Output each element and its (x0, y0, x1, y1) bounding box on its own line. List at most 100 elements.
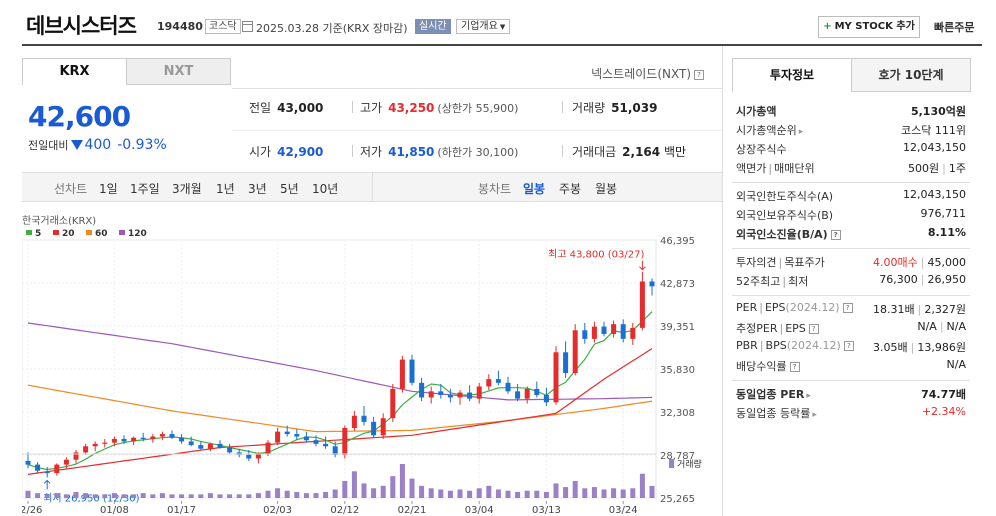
candle-body (169, 434, 175, 438)
panel-divider (722, 46, 723, 516)
period-5y[interactable]: 5년 (280, 182, 299, 196)
period-1w[interactable]: 1주일 (130, 182, 160, 196)
candle-body (255, 453, 261, 459)
info-label: 동일업종 등락률 ▸ (736, 405, 817, 421)
info-row: 시가총액 5,130억원 (732, 101, 970, 120)
candle-chart-button[interactable]: 봉차트 (478, 182, 512, 196)
tab-daily[interactable]: 일봉 (523, 182, 546, 196)
volume-bar (543, 491, 549, 498)
volume-bar (25, 490, 31, 498)
realtime-badge[interactable]: 실시간 (415, 19, 451, 34)
info-row: 외국인보유주식수(B) 976,711 (732, 205, 970, 224)
volume-bar (524, 490, 530, 498)
candle-body (457, 392, 463, 398)
x-tick-label: 02/03 (263, 505, 292, 516)
help-icon[interactable]: ? (842, 303, 853, 313)
volume-bar (140, 493, 146, 498)
stock-name: 데브시스터즈 (26, 14, 137, 38)
stat-value: 2,164 (622, 145, 661, 159)
info-value: N/A (947, 358, 966, 371)
max-annotation: 최고 43,800 (03/27) (548, 249, 644, 261)
chevron-right-icon[interactable]: ▸ (806, 391, 811, 401)
divider (352, 101, 353, 113)
period-10y[interactable]: 10년 (312, 182, 339, 196)
info-label-text: 외국인한도주식수(A) (736, 190, 834, 203)
info-label-text: 동일업종 PER (736, 388, 805, 401)
info-label: 동일업종 PER ▸ (736, 386, 811, 402)
period-3m[interactable]: 3개월 (172, 182, 202, 196)
candle-body (83, 446, 89, 453)
company-overview-dropdown[interactable]: 기업개요 ▼ (456, 19, 511, 34)
help-icon[interactable]: ? (789, 362, 800, 372)
candle-body (159, 434, 165, 437)
x-tick-label: 03/04 (465, 505, 494, 516)
min-arrow (43, 479, 51, 490)
info-label-text: BPS (765, 339, 787, 352)
candle-body (54, 464, 60, 474)
info-label: PER | EPS(2024.12)? (736, 301, 853, 314)
price-chart[interactable]: 한국거래소(KRX) 5 20 60 120 46,395 42,873 39,351 35,8… (14, 210, 722, 516)
info-label-text: 액면가 (736, 162, 767, 175)
stat-upper-limit: (상한가 55,900) (437, 102, 519, 115)
period-1y[interactable]: 1년 (216, 182, 235, 196)
nextrade-link[interactable]: 넥스트레이드(NXT)? (591, 65, 704, 82)
info-label: 배당수익률? (736, 358, 800, 374)
line-chart-button[interactable]: 선차트 (54, 182, 88, 196)
add-mystock-label: MY STOCK 추가 (834, 21, 915, 32)
info-label-text: 배당수익률 (736, 360, 787, 373)
volume-bar (102, 494, 108, 498)
info-value: 코스닥 111위 (901, 122, 966, 138)
stat-value: 42,900 (277, 145, 324, 159)
tab-investment-info[interactable]: 투자정보 (732, 58, 852, 92)
help-icon[interactable]: ? (830, 230, 841, 240)
quick-order-link[interactable]: 빠른주문 (934, 21, 975, 34)
info-label: 외국인보유주식수(B) (736, 207, 833, 223)
stat-unit: 백만 (663, 145, 687, 159)
period-1d[interactable]: 1일 (99, 182, 118, 196)
x-tick-label: 02/12 (330, 505, 359, 516)
stat-low: 저가 41,850 (하한가 30,100) (360, 143, 518, 160)
info-value: 500원 | 1주 (908, 162, 966, 175)
add-mystock-button[interactable]: + MY STOCK 추가 (818, 16, 920, 38)
volume-bar (390, 476, 396, 498)
info-label: 액면가 | 매매단위 (736, 162, 815, 175)
tab-monthly[interactable]: 월봉 (595, 182, 618, 196)
help-icon[interactable]: ? (694, 69, 704, 80)
stat-label: 거래대금 (572, 145, 617, 159)
stat-sub-value: 30,100 (475, 146, 515, 159)
stat-sub-value: 55,900 (475, 102, 515, 115)
stat-value: 51,039 (611, 101, 658, 115)
candle-body (380, 418, 386, 436)
chevron-right-icon[interactable]: ▸ (798, 127, 804, 137)
info-label-text: PBR (736, 339, 758, 352)
help-icon[interactable]: ? (808, 324, 819, 334)
info-value: 12,043,150 (903, 188, 966, 201)
tab-weekly[interactable]: 주봉 (559, 182, 582, 196)
help-icon[interactable]: ? (843, 341, 854, 351)
ma-legend-swatch (53, 230, 59, 235)
info-value: 5,130억원 (911, 103, 966, 119)
candle-body (198, 445, 204, 449)
tab-krx[interactable]: KRX (22, 58, 127, 85)
volume-bar (44, 494, 50, 498)
volume-bar (553, 483, 559, 498)
info-tabs: 투자정보 호가 10단계 (732, 58, 982, 92)
volume-bar (284, 490, 290, 498)
info-period: (2024.12) (786, 339, 841, 352)
candle-body (649, 281, 655, 287)
price-change: 전일대비 400 -0.93% (28, 137, 167, 153)
stat-value: 43,000 (277, 101, 324, 115)
tab-orderbook[interactable]: 호가 10단계 (851, 58, 971, 92)
tab-nxt[interactable]: NXT (126, 58, 231, 85)
candle-body (131, 437, 137, 442)
info-value-text: N/A (917, 320, 937, 333)
volume-bar (419, 485, 425, 498)
period-3y[interactable]: 3년 (248, 182, 267, 196)
volume-bar (505, 490, 511, 498)
info-label-text: 외국인보유주식수(B) (736, 209, 834, 222)
volume-bar (303, 493, 309, 498)
volume-bar (447, 490, 453, 498)
x-tick-label: 02/21 (398, 505, 427, 516)
info-value-text: 74.77배 (921, 388, 966, 401)
chevron-right-icon[interactable]: ▸ (812, 410, 817, 420)
